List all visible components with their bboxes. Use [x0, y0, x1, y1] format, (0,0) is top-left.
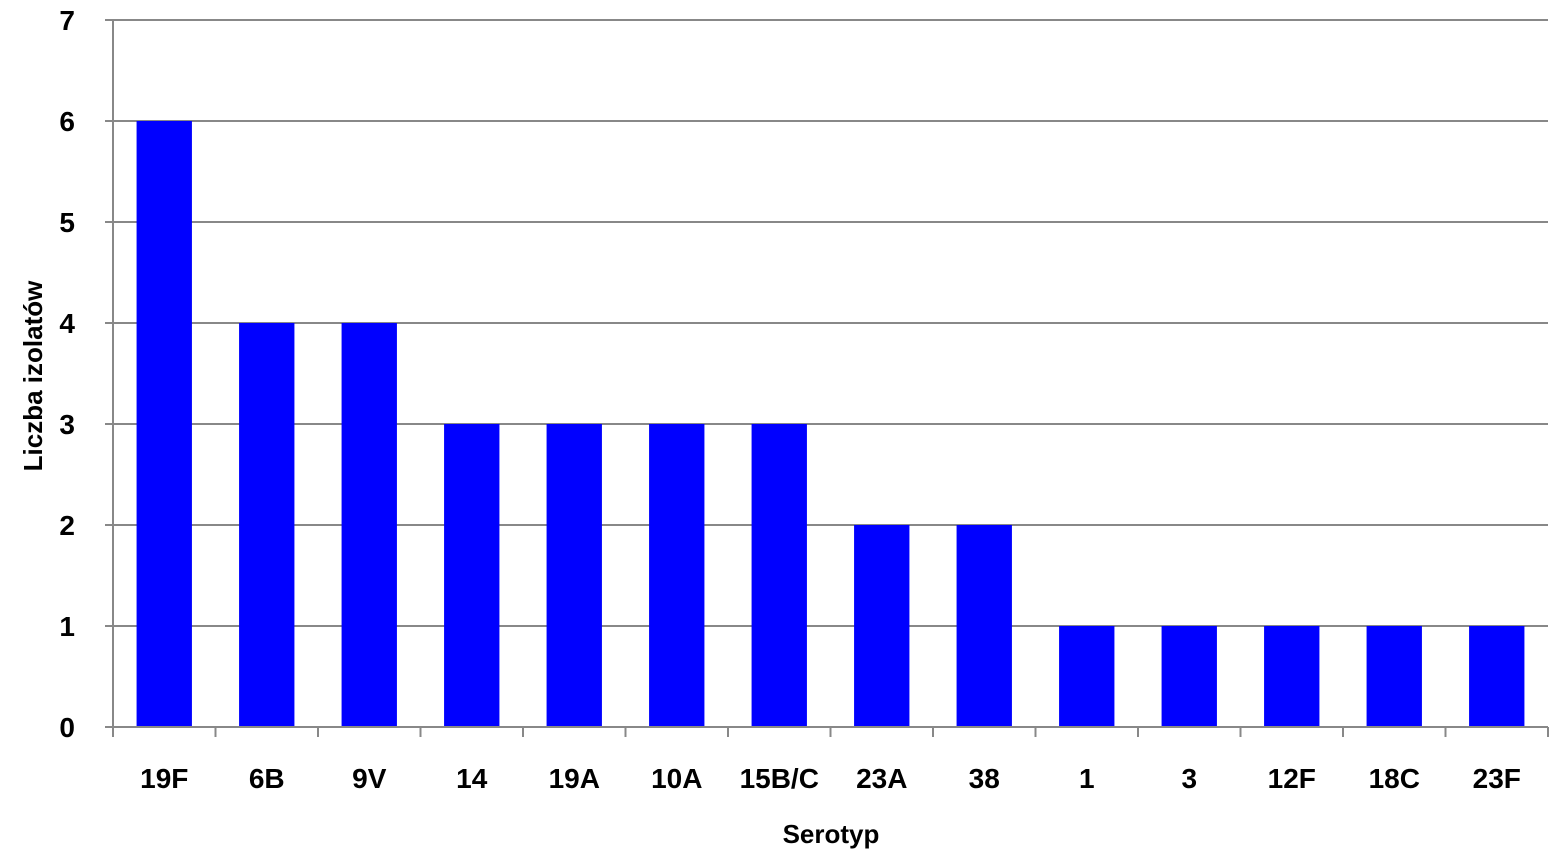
bar-1 [1059, 626, 1115, 727]
bar-23a [854, 525, 910, 727]
bar-12f [1264, 626, 1320, 727]
x-tick-label: 18C [1369, 763, 1420, 794]
x-tick-label: 3 [1181, 763, 1197, 794]
y-tick-label: 6 [59, 106, 75, 137]
y-tick-label: 3 [59, 409, 75, 440]
bar-10a [649, 424, 705, 727]
y-axis-title: Liczba izolatów [18, 280, 48, 471]
y-tick-label: 1 [59, 611, 75, 642]
x-tick-label: 6B [249, 763, 285, 794]
x-tick-label: 38 [969, 763, 1000, 794]
y-tick-label: 4 [59, 308, 75, 339]
bar-6b [239, 323, 295, 727]
y-tick-labels: 0 1 2 3 4 5 6 7 [59, 5, 75, 743]
y-tick-label: 2 [59, 510, 75, 541]
bar-23f [1469, 626, 1525, 727]
x-tick-label: 9V [352, 763, 387, 794]
bar-15bc [751, 424, 807, 727]
x-tick-label: 10A [651, 763, 702, 794]
x-tick-label: 23A [856, 763, 907, 794]
x-tick-label: 15B/C [740, 763, 819, 794]
bar-9v [341, 323, 397, 727]
gridlines [105, 19, 1549, 737]
bars [136, 121, 1525, 727]
bar-19f [136, 121, 192, 727]
y-tick-label: 0 [59, 712, 75, 743]
axes [112, 20, 1548, 728]
y-tick-label: 5 [59, 207, 75, 238]
x-tick-labels: 19F 6B 9V 14 19A 10A 15B/C 23A 38 1 3 12F 18C 23F [140, 763, 1521, 794]
x-tick-label: 23F [1473, 763, 1521, 794]
x-tick-label: 1 [1079, 763, 1095, 794]
y-tick-label: 7 [59, 5, 75, 36]
x-tick-label: 19A [549, 763, 600, 794]
bar-38 [956, 525, 1012, 727]
x-tick-label: 19F [140, 763, 188, 794]
x-tick-label: 12F [1268, 763, 1316, 794]
x-axis-title: Serotyp [783, 819, 880, 849]
bar-3 [1161, 626, 1217, 727]
x-tick-label: 14 [456, 763, 488, 794]
bar-19a [546, 424, 602, 727]
bar-18c [1366, 626, 1422, 727]
bar-14 [444, 424, 500, 727]
